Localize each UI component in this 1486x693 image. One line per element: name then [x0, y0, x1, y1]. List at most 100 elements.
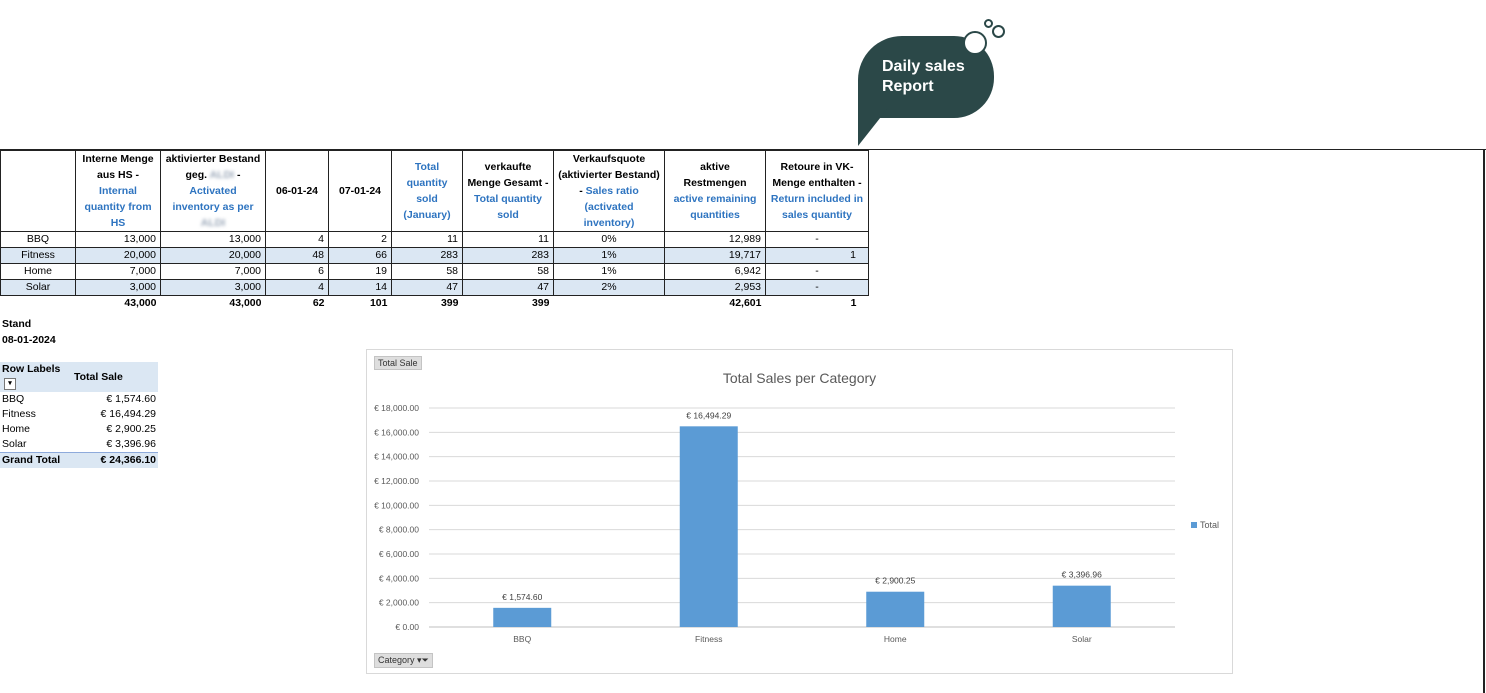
sales-chart[interactable]: Total Sale Total Sales per Category € 0.…: [366, 349, 1233, 674]
table-cell[interactable]: 1: [765, 247, 869, 264]
total-cell[interactable]: [554, 296, 665, 312]
table-cell[interactable]: 7,000: [75, 263, 161, 280]
table-cell[interactable]: 4: [265, 279, 329, 296]
pivot-row-label[interactable]: Fitness: [2, 408, 36, 420]
data-label: € 2,900.25: [875, 576, 915, 586]
sales-ratio-header[interactable]: Verkaufsquote (aktivierter Bestand) - Sa…: [553, 150, 665, 232]
total-cell[interactable]: 101: [369, 297, 388, 309]
table-cell[interactable]: 0%: [553, 231, 665, 248]
returns-header[interactable]: Retoure in VK-Menge enthalten - Return i…: [765, 150, 869, 232]
table-cell[interactable]: 2,953: [664, 279, 766, 296]
grand-total-label[interactable]: Grand Total: [0, 452, 72, 468]
header-en: Internal quantity from HS: [84, 185, 152, 229]
table-cell[interactable]: 283: [462, 247, 554, 264]
filter-dropdown-icon[interactable]: ▾: [4, 378, 16, 391]
table-cell[interactable]: 3,000: [75, 279, 161, 296]
y-tick-label: € 0.00: [395, 622, 419, 632]
date-header-07[interactable]: 07-01-24: [328, 150, 392, 232]
total-cell[interactable]: 62: [312, 297, 325, 309]
remaining-quantities-header[interactable]: aktive Restmengen active remaining quanti…: [664, 150, 766, 232]
legend-swatch: [1191, 522, 1197, 528]
category-field-button[interactable]: Category ▾⏷: [374, 653, 433, 668]
category-cell[interactable]: BBQ: [0, 231, 76, 248]
pivot-row-label[interactable]: BBQ: [2, 393, 25, 405]
category-field-label: Category: [378, 655, 415, 665]
total-sold-january-header[interactable]: Total quantity sold (January): [391, 150, 463, 232]
header-de: aktivierter Bestand geg.: [165, 153, 261, 181]
value-field-button[interactable]: Total Sale: [374, 356, 422, 370]
date-header-06[interactable]: 06-01-24: [265, 150, 329, 232]
table-cell[interactable]: 11: [462, 231, 554, 248]
total-cell[interactable]: 43,000: [229, 297, 262, 309]
pivot-row-value[interactable]: € 16,494.29: [100, 408, 156, 420]
internal-quantity-header[interactable]: Interne Menge aus HS - Internal quantity…: [75, 150, 161, 232]
table-cell[interactable]: 6,942: [664, 263, 766, 280]
table-cell[interactable]: 66: [328, 247, 392, 264]
table-cell[interactable]: 47: [462, 279, 554, 296]
header-en: Sales ratio (activated inventory): [583, 185, 639, 229]
table-cell[interactable]: 2: [328, 231, 392, 248]
table-cell[interactable]: 11: [391, 231, 463, 248]
table-cell[interactable]: 7,000: [160, 263, 266, 280]
total-cell[interactable]: 399: [531, 297, 550, 309]
category-cell[interactable]: Solar: [0, 279, 76, 296]
table-cell[interactable]: 283: [391, 247, 463, 264]
table-cell[interactable]: 13,000: [75, 231, 161, 248]
pivot-row-value[interactable]: € 3,396.96: [106, 438, 156, 450]
filter-icon: ▾⏷: [417, 655, 429, 665]
total-quantity-sold-header[interactable]: verkaufte Menge Gesamt - Total quantity …: [462, 150, 554, 232]
totals-row: 43,000 43,000 62 101 399 399 42,601 1: [1, 296, 869, 312]
category-cell[interactable]: Fitness: [0, 247, 76, 264]
pivot-row-label[interactable]: Solar: [2, 438, 27, 450]
table-cell[interactable]: 13,000: [160, 231, 266, 248]
header-en: active remaining quantities: [673, 193, 757, 221]
category-cell[interactable]: Home: [0, 263, 76, 280]
table-cell[interactable]: 2%: [553, 279, 665, 296]
y-tick-label: € 10,000.00: [374, 500, 419, 510]
total-cell[interactable]: 42,601: [729, 297, 762, 309]
pivot-row-value[interactable]: € 2,900.25: [106, 423, 156, 435]
table-cell[interactable]: 3,000: [160, 279, 266, 296]
pivot-row-label[interactable]: Home: [2, 423, 31, 435]
table-cell[interactable]: 58: [391, 263, 463, 280]
table-cell[interactable]: 1%: [553, 263, 665, 280]
table-cell[interactable]: 19: [328, 263, 392, 280]
category-header[interactable]: [0, 150, 76, 232]
table-cell[interactable]: 6: [265, 263, 329, 280]
activated-inventory-header[interactable]: aktivierter Bestand geg. ALDI - Activate…: [160, 150, 266, 232]
table-cell[interactable]: 19,717: [664, 247, 766, 264]
header-en: Total quantity sold: [473, 193, 543, 221]
redacted-text: ALDI: [209, 169, 235, 181]
stand-date[interactable]: 08-01-2024: [2, 334, 56, 346]
table-cell[interactable]: 14: [328, 279, 392, 296]
table-cell[interactable]: -: [765, 279, 869, 296]
table-cell[interactable]: 48: [265, 247, 329, 264]
row-labels-header[interactable]: Row Labels ▾: [0, 362, 72, 392]
data-label: € 3,396.96: [1062, 570, 1102, 580]
table-cell[interactable]: 12,989: [664, 231, 766, 248]
table-cell[interactable]: 20,000: [75, 247, 161, 264]
grand-total-value[interactable]: € 24,366.10: [72, 452, 158, 468]
total-cell[interactable]: 1: [850, 297, 857, 309]
table-row: BBQ 13,000 13,000 4 2 11 11 0% 12,989 -: [0, 231, 869, 248]
total-cell[interactable]: 399: [440, 297, 459, 309]
bubble-circle-icon: [992, 25, 1005, 38]
header-de: verkaufte Menge Gesamt -: [467, 161, 549, 189]
total-sale-header[interactable]: Total Sale: [72, 362, 158, 392]
pivot-row-value[interactable]: € 1,574.60: [106, 393, 156, 405]
table-cell[interactable]: 47: [391, 279, 463, 296]
bar-bbq[interactable]: [493, 607, 552, 627]
bar-solar[interactable]: [1052, 585, 1111, 627]
table-cell[interactable]: 20,000: [160, 247, 266, 264]
table-cell[interactable]: 4: [265, 231, 329, 248]
bar-home[interactable]: [866, 591, 925, 627]
x-tick-label: Fitness: [695, 634, 722, 644]
chart-legend[interactable]: Total: [1191, 520, 1219, 530]
table-cell[interactable]: -: [765, 263, 869, 280]
total-cell[interactable]: 43,000: [124, 297, 157, 309]
table-cell[interactable]: -: [765, 231, 869, 248]
x-tick-label: Home: [884, 634, 907, 644]
table-cell[interactable]: 58: [462, 263, 554, 280]
bar-fitness[interactable]: [679, 426, 738, 627]
table-cell[interactable]: 1%: [553, 247, 665, 264]
